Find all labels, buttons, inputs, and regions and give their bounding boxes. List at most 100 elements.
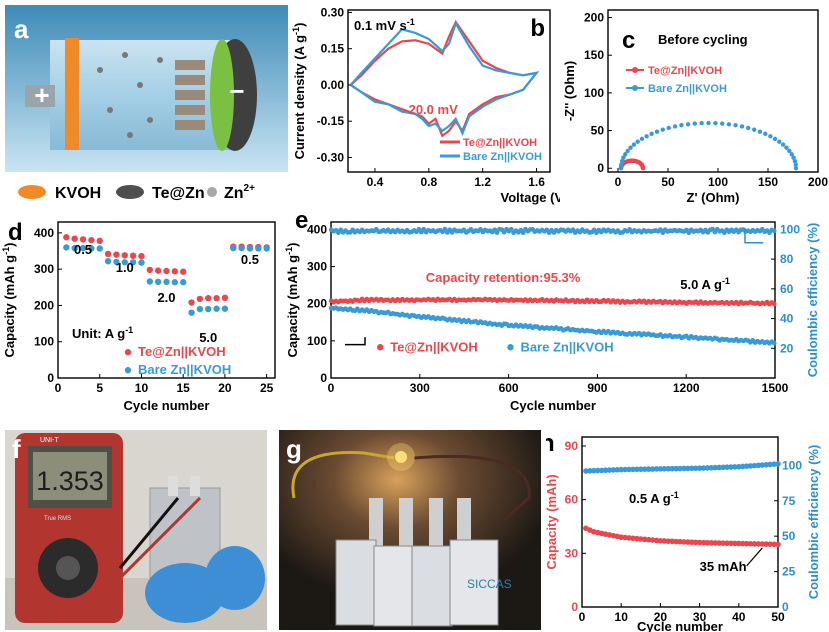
x-tick-label: 100 (708, 175, 728, 189)
cycle-point (520, 230, 526, 236)
y2-tick-label: 100 (780, 222, 800, 236)
y-tick-label: 0.00 (321, 78, 345, 92)
legend-marker (507, 344, 514, 351)
x-tick-label: 20 (654, 610, 668, 624)
panel-f: 1.353 UNI-T True RMS f (0, 428, 272, 632)
pouch-point (712, 540, 719, 546)
x-axis-label: Cycle number (510, 398, 596, 413)
y-axis-label: Current density (A g-1) (291, 23, 307, 160)
pouch-point (724, 464, 730, 470)
eis-point (685, 122, 691, 127)
x-tick-label: 15 (177, 381, 191, 395)
rate-point (113, 258, 120, 266)
pouch-point (732, 464, 738, 470)
x-tick-label: 0.4 (367, 175, 384, 189)
legend-tezn-swatch (116, 185, 144, 199)
legend-marker (124, 367, 132, 374)
y-tick-label: 200 (307, 297, 327, 311)
eis-point (660, 127, 665, 132)
pouch-point (661, 466, 668, 472)
pouch-point (771, 541, 777, 548)
pouch-point (673, 465, 679, 472)
rate-point (71, 235, 78, 242)
eis-point (619, 158, 625, 164)
pouch-point (739, 540, 746, 547)
rate-point (179, 279, 187, 286)
eis-point (739, 124, 745, 129)
y-tick-label: 150 (584, 48, 604, 62)
rate-point (129, 252, 137, 259)
legend-label: Te@Zn||KVOH (138, 344, 226, 359)
eis-point (752, 127, 757, 132)
overpotential-label: 20.0 mV (409, 102, 458, 117)
eis-point (768, 134, 773, 139)
rate-point (154, 267, 162, 274)
x-tick-label: 50 (661, 175, 675, 189)
cycle-point (771, 301, 777, 307)
plot-frame (57, 221, 276, 379)
pouch-point (720, 540, 726, 546)
x-axis-label: Z' (Ohm) (687, 190, 740, 205)
pouch-point (775, 541, 781, 548)
pouch-point (688, 539, 695, 546)
y-tick-label: 0.15 (321, 42, 345, 56)
eis-point (644, 134, 649, 139)
pouch-point (732, 540, 738, 547)
x-tick-label: 30 (693, 610, 707, 624)
legend-marker (632, 85, 638, 91)
y-axis-label: Capacity (mAh g-1) (1, 243, 17, 358)
y-tick-label: 0 (597, 161, 604, 175)
y-axis-label: -Z'' (Ohm) (562, 61, 577, 121)
eis-chart: 0 50 100 150 200 0 50 100 150 200 Z' (Ohm) -Z'' (Oh… (562, 9, 828, 205)
pouch-point (724, 540, 730, 547)
pouch-point (736, 540, 742, 547)
panel-d: 0 5 10 15 20 25 0 100 200 300 400 0.5 1.0 2.0 5.0 0.5 Un… (0, 208, 285, 418)
rate-point (171, 268, 179, 275)
eis-point (635, 139, 640, 144)
multimeter-photo: 1.353 UNI-T True RMS f (5, 430, 267, 630)
panel-g: SICCAS g (274, 428, 546, 632)
pouch-point (590, 467, 597, 474)
rate-point (96, 237, 103, 245)
x-tick-label: 1200 (673, 381, 700, 395)
x-tick-label: 20 (218, 381, 232, 395)
rate-point (121, 259, 128, 266)
eis-point (792, 158, 798, 164)
x-axis-label: Voltage (V) (501, 190, 560, 205)
anode-ring (210, 39, 234, 151)
eis-point (623, 152, 628, 157)
eis-point (706, 120, 711, 126)
y-axis-label: Capacity (mAh g-1) (285, 243, 300, 358)
cv-curve-Te@Zn||KVOH (349, 19, 540, 138)
rate-label: 2.0 (157, 290, 175, 305)
pouch-point (696, 465, 703, 471)
eis-point (793, 162, 798, 167)
x-tick-label: 25 (260, 381, 274, 395)
rate-point (138, 259, 145, 266)
panel-c: 0 50 100 150 200 0 50 100 150 200 Z' (Ohm) -Z'' (Oh… (560, 0, 829, 210)
pouch-point (755, 541, 762, 547)
pouch-cells (335, 539, 499, 627)
y-tick-label: 90 (565, 439, 579, 453)
pouch-point (716, 540, 722, 546)
y2-tick-label: 100 (782, 458, 802, 472)
eis-point (666, 125, 671, 131)
black-probe (118, 497, 180, 569)
pouch-point (669, 465, 675, 472)
pouch-point (759, 541, 766, 547)
rate-chart: 0 5 10 15 20 25 0 100 200 300 400 0.5 1.0 2.0 5.0 0.5 Un… (1, 219, 276, 413)
pouch-point (692, 465, 699, 472)
pouch-point (720, 464, 726, 471)
rate-point (79, 244, 87, 252)
pouch-label: SICCAS (467, 577, 512, 591)
eis-point (787, 148, 792, 154)
y-tick-label: 0 (320, 371, 327, 385)
legend-label: Te@Zn||KVOH (390, 339, 478, 354)
zn-ion-particles (97, 52, 163, 138)
rate-point (88, 245, 95, 252)
pouch-point (618, 466, 624, 473)
pouch-point (594, 467, 601, 474)
eis-point (784, 145, 789, 150)
legend-label: Bare Zn||KVOH (520, 339, 613, 354)
pouch-point (661, 538, 668, 544)
